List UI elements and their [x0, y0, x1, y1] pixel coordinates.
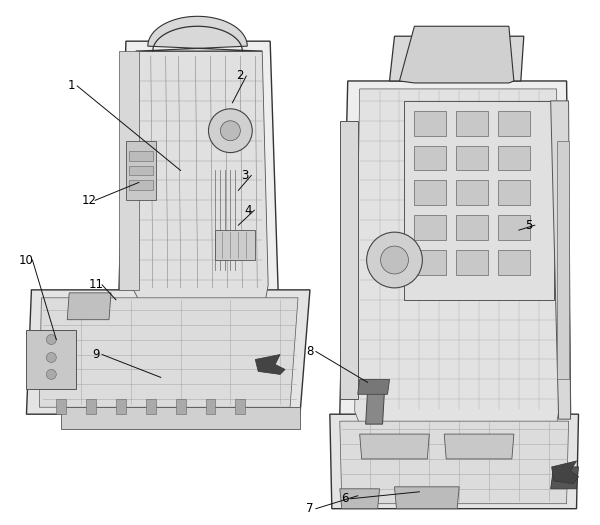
Polygon shape	[456, 250, 488, 275]
Circle shape	[220, 121, 241, 141]
Polygon shape	[415, 181, 446, 205]
Polygon shape	[126, 141, 156, 201]
Text: 8: 8	[306, 345, 314, 358]
Polygon shape	[456, 215, 488, 240]
Text: 5: 5	[525, 219, 532, 232]
Text: 12: 12	[82, 194, 97, 207]
Polygon shape	[456, 181, 488, 205]
Polygon shape	[131, 51, 268, 308]
Polygon shape	[557, 141, 569, 380]
Polygon shape	[340, 81, 571, 429]
Polygon shape	[61, 407, 300, 429]
Polygon shape	[456, 111, 488, 135]
Polygon shape	[498, 215, 530, 240]
Text: 4: 4	[245, 204, 252, 217]
Polygon shape	[498, 145, 530, 171]
Polygon shape	[129, 181, 153, 191]
Text: 7: 7	[306, 502, 314, 515]
Text: 6: 6	[341, 492, 349, 505]
Polygon shape	[415, 111, 446, 135]
Polygon shape	[340, 121, 358, 400]
Polygon shape	[67, 293, 111, 320]
Polygon shape	[498, 181, 530, 205]
Polygon shape	[129, 165, 153, 175]
Text: 1: 1	[67, 79, 75, 92]
Polygon shape	[444, 434, 514, 459]
Polygon shape	[551, 101, 571, 419]
Polygon shape	[146, 400, 156, 414]
Polygon shape	[119, 51, 139, 290]
Polygon shape	[415, 250, 446, 275]
Polygon shape	[404, 101, 554, 300]
Polygon shape	[330, 414, 578, 509]
Polygon shape	[206, 400, 215, 414]
Polygon shape	[359, 434, 430, 459]
Polygon shape	[394, 487, 459, 509]
Circle shape	[46, 334, 56, 344]
Circle shape	[208, 109, 252, 153]
Polygon shape	[415, 145, 446, 171]
Polygon shape	[340, 421, 569, 503]
Polygon shape	[498, 111, 530, 135]
Circle shape	[46, 370, 56, 380]
Polygon shape	[176, 400, 185, 414]
Polygon shape	[26, 290, 310, 414]
Polygon shape	[400, 26, 514, 83]
Text: 9: 9	[92, 348, 100, 361]
Polygon shape	[355, 89, 559, 424]
Text: 10: 10	[19, 254, 34, 267]
Polygon shape	[255, 354, 285, 374]
Polygon shape	[116, 400, 126, 414]
Polygon shape	[86, 400, 96, 414]
Polygon shape	[56, 400, 66, 414]
Polygon shape	[235, 400, 245, 414]
Text: 2: 2	[236, 69, 244, 82]
Polygon shape	[551, 467, 578, 489]
Polygon shape	[389, 36, 524, 81]
Polygon shape	[136, 16, 262, 51]
Polygon shape	[358, 380, 389, 394]
Polygon shape	[551, 461, 578, 484]
Polygon shape	[340, 489, 380, 509]
Text: 11: 11	[89, 278, 104, 291]
Polygon shape	[215, 230, 255, 260]
Circle shape	[46, 352, 56, 362]
Polygon shape	[365, 390, 385, 424]
Circle shape	[380, 246, 409, 274]
Polygon shape	[129, 151, 153, 161]
Polygon shape	[456, 145, 488, 171]
Text: 3: 3	[242, 169, 249, 182]
Circle shape	[367, 232, 422, 288]
Polygon shape	[415, 215, 446, 240]
Polygon shape	[26, 330, 76, 390]
Polygon shape	[119, 41, 278, 314]
Polygon shape	[498, 250, 530, 275]
Polygon shape	[40, 298, 298, 407]
